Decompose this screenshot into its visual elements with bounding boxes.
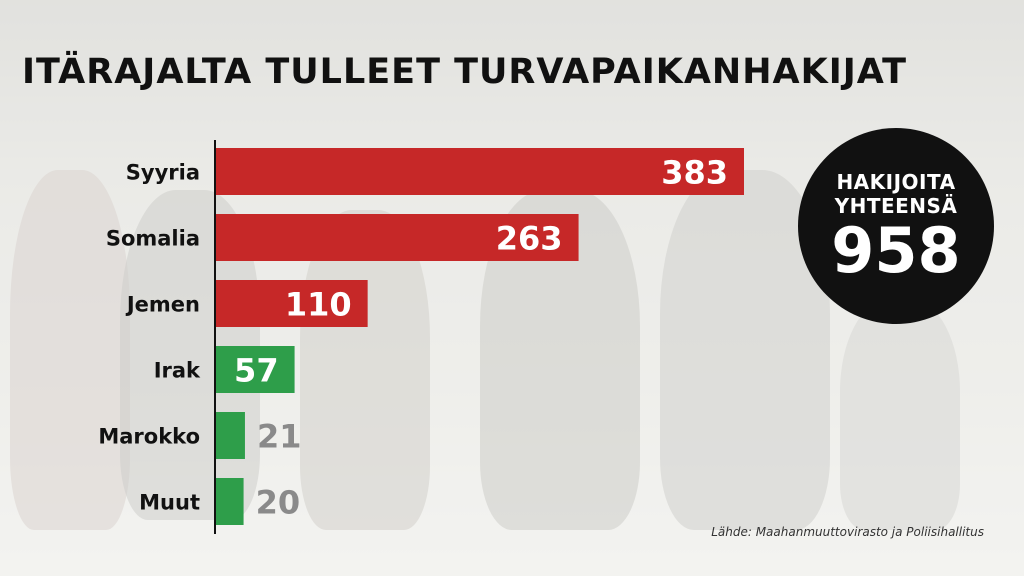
category-label-irak: Irak [154, 359, 201, 383]
chart-title: ITÄRAJALTA TULLEET TURVAPAIKANHAKIJAT [22, 52, 908, 92]
value-label-irak: 57 [234, 352, 279, 390]
value-label-muut: 20 [256, 484, 301, 522]
bar-muut [216, 478, 244, 525]
category-label-somalia: Somalia [106, 227, 200, 251]
value-label-syyria: 383 [661, 154, 728, 192]
value-label-marokko: 21 [257, 418, 302, 456]
category-label-jemen: Jemen [125, 293, 200, 317]
category-label-marokko: Marokko [98, 425, 200, 449]
bar-jemen [216, 280, 368, 327]
category-label-muut: Muut [139, 491, 200, 515]
value-label-somalia: 263 [496, 220, 563, 258]
total-value: 958 [831, 214, 961, 287]
source-note: Lähde: Maahanmuuttovirasto ja Poliisihal… [711, 525, 984, 539]
total-badge: HAKIJOITA YHTEENSÄ 958 [798, 128, 994, 324]
total-label-line1: HAKIJOITA [836, 170, 956, 194]
total-label-line2: YHTEENSÄ [834, 194, 958, 218]
bar-marokko [216, 412, 245, 459]
value-label-jemen: 110 [285, 286, 352, 324]
bar-somalia [216, 214, 579, 261]
bar-irak [216, 346, 295, 393]
category-label-syyria: Syyria [126, 161, 200, 185]
bar-syyria [216, 148, 744, 195]
